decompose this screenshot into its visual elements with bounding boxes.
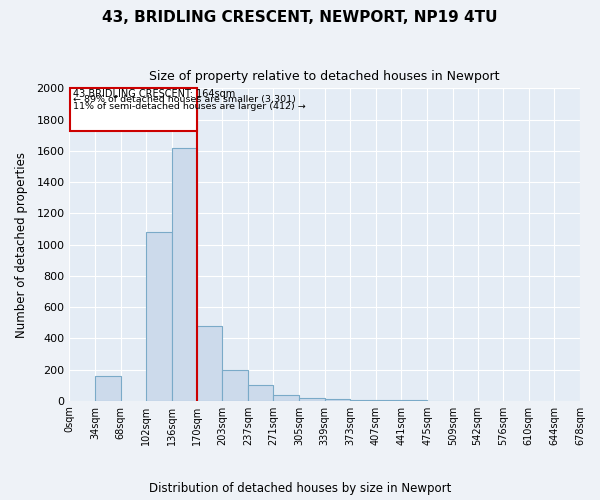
Bar	[172, 148, 197, 401]
Bar	[248, 385, 274, 401]
Bar	[299, 398, 325, 401]
Y-axis label: Number of detached properties: Number of detached properties	[15, 152, 28, 338]
Text: Distribution of detached houses by size in Newport: Distribution of detached houses by size …	[149, 482, 451, 495]
Text: 11% of semi-detached houses are larger (412) →: 11% of semi-detached houses are larger (…	[73, 102, 306, 110]
Text: ← 89% of detached houses are smaller (3,301): ← 89% of detached houses are smaller (3,…	[73, 96, 296, 104]
Bar	[146, 232, 172, 401]
Bar	[222, 370, 248, 401]
Bar	[197, 326, 222, 401]
Title: Size of property relative to detached houses in Newport: Size of property relative to detached ho…	[149, 70, 500, 83]
Bar	[274, 396, 299, 401]
Text: 43 BRIDLING CRESCENT: 164sqm: 43 BRIDLING CRESCENT: 164sqm	[73, 90, 235, 100]
FancyBboxPatch shape	[70, 88, 197, 130]
Bar	[325, 399, 350, 401]
Bar	[95, 376, 121, 401]
Bar	[350, 400, 376, 401]
Bar	[376, 400, 401, 401]
Text: 43, BRIDLING CRESCENT, NEWPORT, NP19 4TU: 43, BRIDLING CRESCENT, NEWPORT, NP19 4TU	[102, 10, 498, 25]
